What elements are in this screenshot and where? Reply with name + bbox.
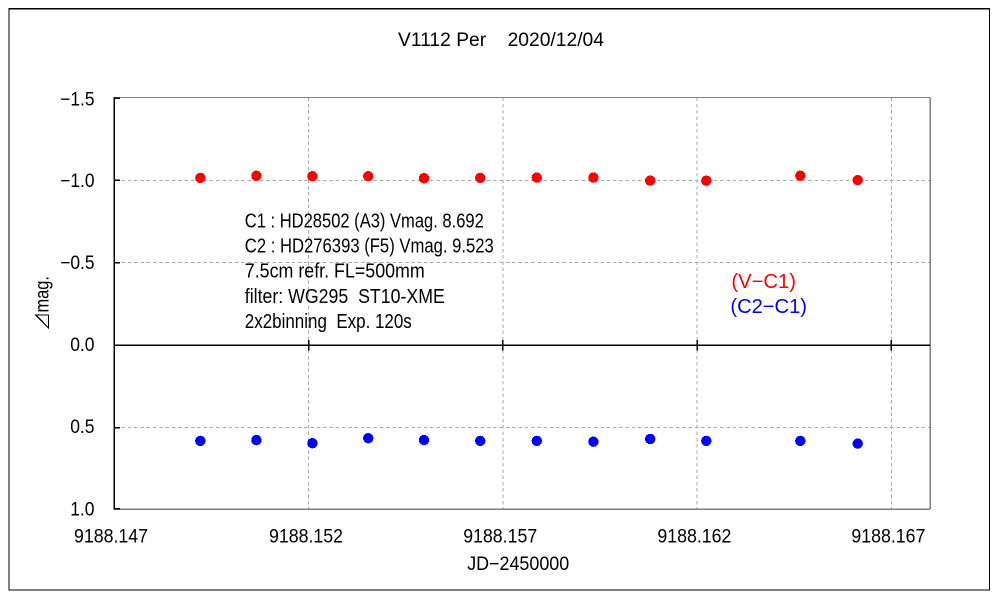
- svg-text:mag.: mag.: [33, 276, 54, 313]
- svg-text:0.5: 0.5: [70, 417, 94, 438]
- svg-text:9188.157: 9188.157: [463, 527, 537, 548]
- svg-text:0.0: 0.0: [70, 335, 94, 356]
- svg-text:1.0: 1.0: [70, 500, 94, 521]
- svg-text:C1 : HD28502 (A3) Vmag. 8.692: C1 : HD28502 (A3) Vmag. 8.692: [245, 210, 484, 232]
- svg-text:9188.162: 9188.162: [657, 527, 731, 548]
- svg-text:9188.167: 9188.167: [851, 527, 925, 548]
- svg-text:9188.147: 9188.147: [74, 527, 148, 548]
- svg-text:JD−2450000: JD−2450000: [467, 554, 569, 575]
- svg-text:filter: WG295 ST10-XME: filter: WG295 ST10-XME: [245, 286, 445, 308]
- svg-text:−1.5: −1.5: [60, 90, 94, 111]
- svg-text:2x2binning Exp. 120s: 2x2binning Exp. 120s: [245, 311, 412, 333]
- svg-text:(C2−C1): (C2−C1): [730, 296, 807, 318]
- svg-text:C2 : HD276393 (F5) Vmag. 9.523: C2 : HD276393 (F5) Vmag. 9.523: [245, 236, 494, 258]
- svg-text:7.5cm refr. FL=500mm: 7.5cm refr. FL=500mm: [245, 261, 425, 283]
- svg-text:9188.152: 9188.152: [269, 527, 343, 548]
- svg-text:V1112 Per 2020/12/04: V1112 Per 2020/12/04: [398, 30, 604, 51]
- svg-text:−0.5: −0.5: [60, 253, 94, 274]
- svg-text:(V−C1): (V−C1): [731, 271, 796, 293]
- svg-text:−1.0: −1.0: [60, 171, 94, 192]
